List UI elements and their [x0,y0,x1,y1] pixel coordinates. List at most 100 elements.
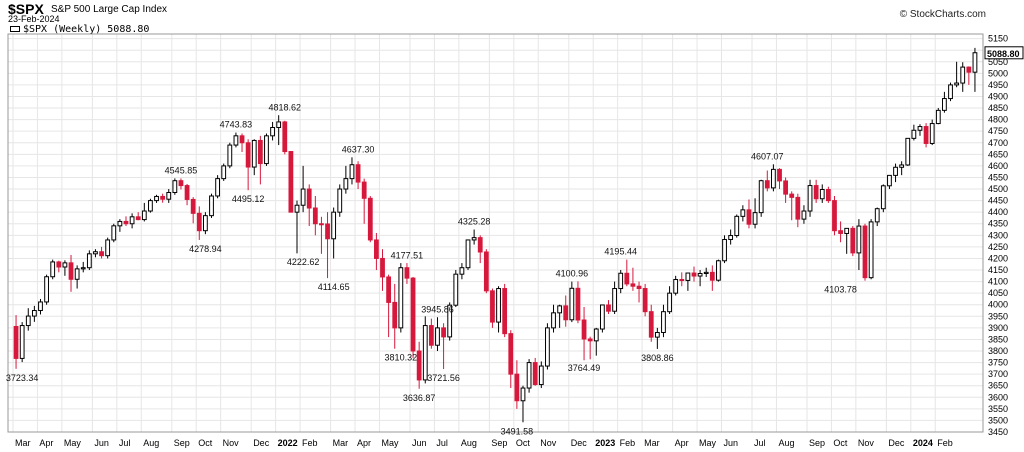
x-tick-label: Oct [516,438,531,448]
y-tick-label: 3650 [988,381,1008,391]
candle-body [306,188,312,209]
candle-body [374,239,379,259]
candle-body [288,151,294,213]
chart-credit: © StockCharts.com [899,9,986,20]
x-tick-label: Apr [675,438,689,448]
candle-body [276,121,282,128]
price-annotation: 3723.34 [6,373,39,383]
candle-body [410,277,416,352]
candle-body [294,204,300,213]
candle-body [740,209,746,217]
candle-body [50,261,56,278]
candle-body [62,262,68,268]
candle-body [771,168,776,189]
candle-body [752,212,758,225]
candle-body [520,387,526,402]
candle-body [172,180,178,194]
candle-body [38,301,43,312]
x-tick-label: Sep [174,438,190,448]
x-tick-label: Aug [778,438,794,448]
price-annotation: 4325.28 [458,216,491,226]
candle-body [56,261,62,268]
candle-body [618,272,624,290]
candle-body [819,188,825,200]
candle-body [966,66,972,73]
candle-body [398,267,404,329]
candle-body [319,223,324,226]
x-tick-label: 2024 [913,438,933,448]
candle-body [654,332,660,338]
price-annotation: 4743.83 [220,120,253,130]
candle-body [648,311,654,338]
candle-body [496,288,501,323]
candle-body [923,126,929,144]
legend-label: $SPX (Weekly) 5088.80 [23,24,150,35]
price-annotation: 3810.32 [385,353,418,363]
candle-body [209,195,214,217]
candle-body [154,195,159,202]
candle-body [642,288,648,313]
price-annotation: 3721.56 [427,373,460,383]
x-tick-label: Mar [15,438,31,448]
y-tick-label: 4550 [988,172,1008,182]
candle-body [758,180,764,214]
y-tick-label: 4650 [988,149,1008,159]
legend-candle-icon [10,26,20,32]
x-tick-label: Sep [491,438,507,448]
candle-body [825,188,831,202]
y-tick-label: 4300 [988,230,1008,240]
candle-body [942,98,947,111]
y-tick-label: 4050 [988,288,1008,298]
y-tick-label: 3850 [988,334,1008,344]
candle-body [960,66,966,84]
candle-body [483,251,489,292]
candle-body [239,135,245,144]
candle-body [257,139,263,165]
x-tick-label: Dec [571,438,588,448]
y-tick-label: 4100 [988,277,1008,287]
candle-body [545,327,550,367]
candle-body [386,276,392,303]
x-tick-label: Aug [143,438,159,448]
candle-body [477,237,483,253]
candle-body [86,253,92,269]
candle-body [703,271,709,274]
candle-body [911,129,917,139]
candle-body [465,239,471,269]
candle-body [471,237,477,241]
x-tick-label: Feb [302,438,318,448]
candle-body [270,126,275,137]
chart-date: 23-Feb-2024 [8,14,60,24]
x-tick-label: 2022 [278,438,298,448]
candle-body [954,82,960,86]
candle-body [233,135,239,146]
candle-body [416,350,422,381]
price-annotation: 4637.30 [342,144,375,154]
candle-body [453,273,459,306]
candle-body [606,304,611,312]
candle-body [135,216,141,221]
y-tick-label: 3600 [988,392,1008,402]
candle-body [716,260,721,281]
chart-symbol: $SPX [8,1,44,17]
candle-body [447,304,453,338]
candle-body [105,239,111,257]
x-tick-label: Jul [119,438,131,448]
y-tick-label: 5150 [988,34,1008,44]
y-tick-label: 4950 [988,80,1008,90]
last-price-label: 5088.80 [987,49,1020,59]
candle-body [117,220,123,227]
candle-body [679,279,685,282]
y-tick-label: 3500 [988,415,1008,425]
candle-body [184,185,190,200]
candle-body [532,362,538,386]
candle-body [337,188,343,213]
candle-body [160,195,166,200]
candle-body [813,185,819,200]
price-annotation: 4103.78 [824,285,857,295]
candle-body [832,200,837,232]
candle-body [661,311,666,333]
candle-body [68,262,74,280]
candle-body [807,185,813,212]
candle-body [202,215,208,232]
